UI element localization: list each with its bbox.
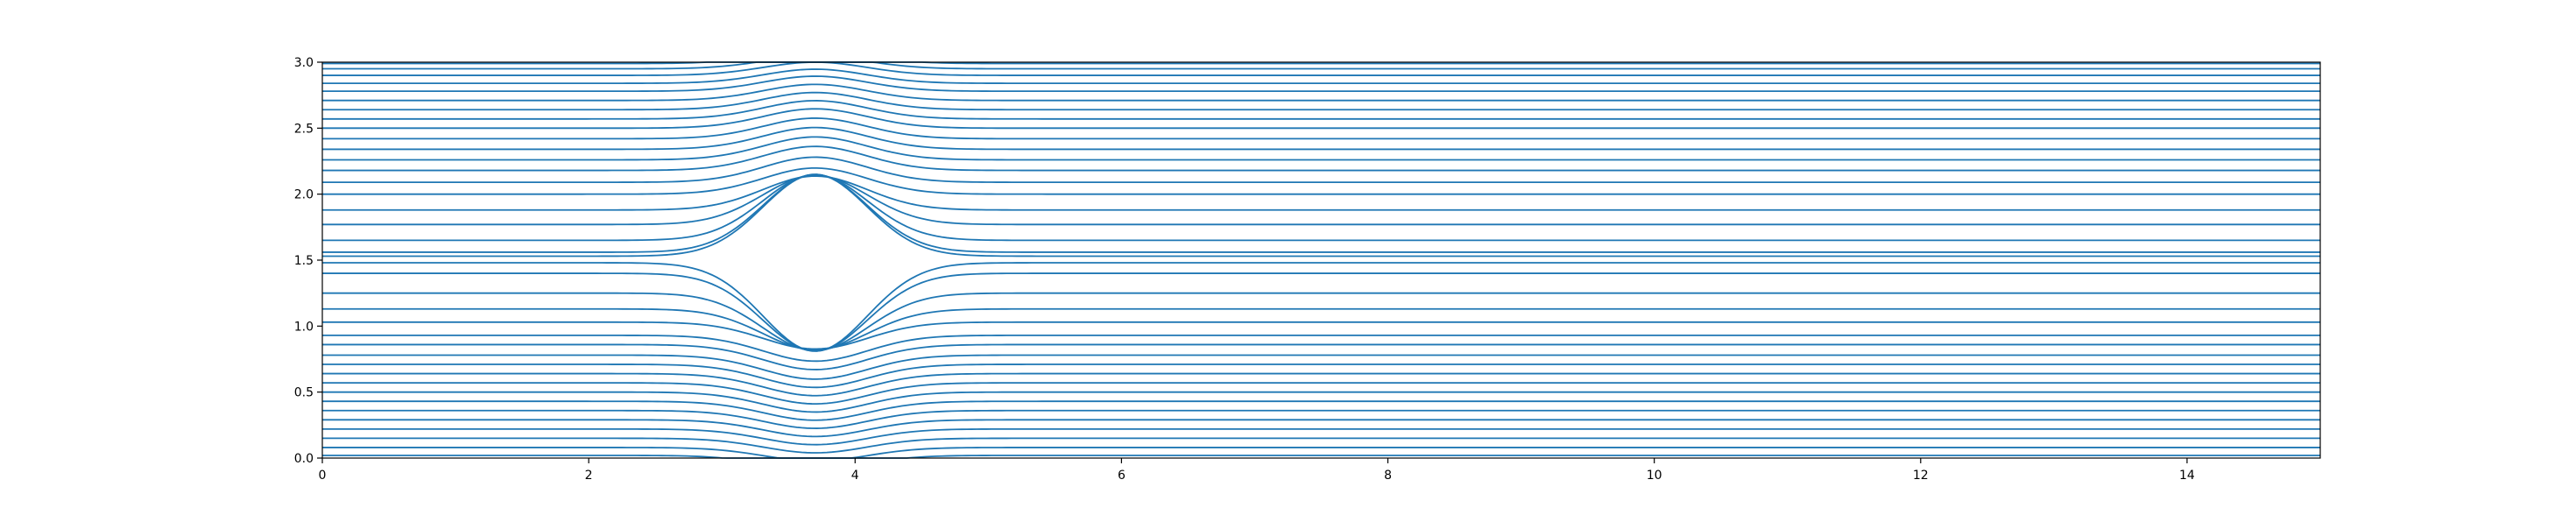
streamline-above-6 — [322, 156, 2320, 184]
y-tick-label-3: 1.5 — [294, 254, 314, 268]
x-tick-label-5: 10 — [1647, 469, 1662, 483]
streamline-below-16 — [322, 292, 2320, 352]
streamline-below-5 — [322, 409, 2320, 429]
streamline-below-11 — [322, 354, 2320, 380]
streamline-below-9 — [322, 372, 2320, 397]
streamline-below-14 — [322, 321, 2320, 350]
streamline-below-7 — [322, 391, 2320, 413]
streamline-below-0 — [322, 455, 2320, 459]
streamline-below-6 — [322, 400, 2320, 421]
streamline-above-5 — [322, 166, 2320, 195]
streamline-below-17 — [322, 272, 2320, 352]
streamline-above-9 — [322, 126, 2320, 151]
streamline-above-15 — [322, 75, 2320, 93]
y-tick-label-1: 0.5 — [294, 386, 314, 400]
y-tick-label-2: 1.0 — [294, 320, 314, 334]
y-tick-label-6: 3.0 — [294, 56, 314, 70]
streamline-above-4 — [322, 175, 2320, 211]
streamline-above-18 — [322, 61, 2320, 70]
x-tick-label-2: 4 — [851, 469, 859, 483]
y-tick-label-5: 2.5 — [294, 122, 314, 136]
streamline-below-13 — [322, 334, 2320, 363]
y-tick-label-0: 0.0 — [294, 452, 314, 466]
x-tick-label-7: 14 — [2179, 469, 2195, 483]
x-tick-label-3: 6 — [1118, 469, 1126, 483]
streamline-below-10 — [322, 363, 2320, 389]
streamline-below-12 — [322, 343, 2320, 370]
streamline-below-15 — [322, 307, 2320, 351]
streamline-above-8 — [322, 136, 2320, 161]
streamline-above-2 — [322, 173, 2320, 242]
x-tick-label-0: 0 — [319, 469, 327, 483]
streamline-above-0 — [322, 173, 2320, 258]
streamline-above-17 — [322, 61, 2320, 76]
streamline-above-1 — [322, 173, 2320, 253]
y-axis: 0.0 0.5 1.0 1.5 2.0 2.5 3.0 — [294, 56, 322, 466]
streamline-above-16 — [322, 68, 2320, 85]
streamline-above-12 — [322, 100, 2320, 120]
streamline-below-3 — [322, 427, 2320, 446]
x-tick-label-1: 2 — [585, 469, 593, 483]
x-tick-label-6: 12 — [1913, 469, 1929, 483]
streamline-below-2 — [322, 437, 2320, 454]
y-tick-label-4: 2.0 — [294, 188, 314, 202]
x-axis: 0 2 4 6 8 10 12 14 — [319, 458, 2195, 483]
streamline-below-1 — [322, 447, 2320, 459]
streamline-below-8 — [322, 382, 2320, 405]
streamline-above-14 — [322, 83, 2320, 102]
streamline-above-3 — [322, 174, 2320, 226]
streamline-below-4 — [322, 419, 2320, 438]
streamline-above-13 — [322, 91, 2320, 111]
streamline-below-18 — [322, 262, 2320, 352]
streamline-above-19 — [322, 61, 2320, 65]
streamline-above-7 — [322, 145, 2320, 172]
streamline-above-10 — [322, 117, 2320, 140]
x-tick-label-4: 8 — [1384, 469, 1392, 483]
streamline-above-11 — [322, 108, 2320, 130]
streamlines-group — [322, 61, 2320, 459]
